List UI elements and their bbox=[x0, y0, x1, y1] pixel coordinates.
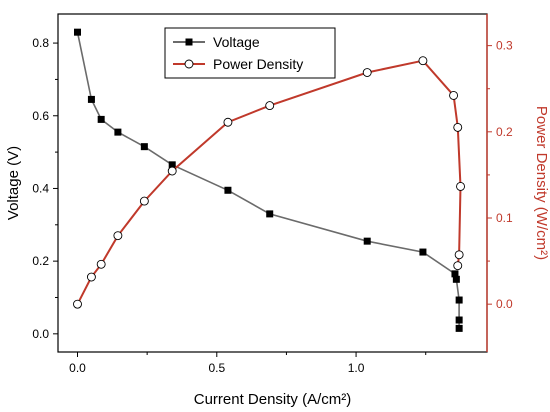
y-left-tick-label: 0.0 bbox=[32, 327, 49, 341]
power-density-point bbox=[139, 196, 149, 206]
voltage-point bbox=[451, 270, 459, 278]
y-left-tick-label: 0.8 bbox=[32, 36, 49, 50]
power-density-line bbox=[76, 59, 462, 305]
legend-label: Power Density bbox=[213, 56, 303, 72]
voltage-point bbox=[452, 275, 460, 283]
voltage-point bbox=[455, 316, 463, 324]
y-left-tick-label: 0.4 bbox=[32, 181, 49, 195]
power-density-point bbox=[456, 181, 465, 191]
power-density-point bbox=[223, 117, 233, 127]
voltage-point bbox=[363, 237, 371, 245]
voltage-point bbox=[419, 248, 427, 256]
y-left-tick-label: 0.2 bbox=[32, 254, 49, 268]
voltage-point bbox=[455, 324, 463, 332]
power-density-point bbox=[113, 231, 123, 241]
voltage-point bbox=[114, 128, 122, 136]
power-density-point bbox=[418, 56, 428, 66]
power-density-point bbox=[167, 166, 177, 176]
x-tick-label: 0.0 bbox=[69, 361, 86, 375]
power-density-point bbox=[453, 122, 463, 132]
power-density-point bbox=[96, 259, 106, 269]
voltage-point bbox=[97, 115, 105, 123]
voltage-point bbox=[224, 186, 232, 194]
y-axis-right-title: Power Density (W/cm²) bbox=[533, 106, 550, 260]
voltage-point bbox=[168, 161, 176, 169]
y-right-tick-label: 0.2 bbox=[496, 125, 513, 139]
power-density-point bbox=[265, 101, 275, 111]
power-density-point bbox=[454, 250, 464, 260]
voltage-point bbox=[87, 95, 95, 103]
x-axis-title: Current Density (A/cm²) bbox=[194, 391, 352, 408]
power-density-point bbox=[449, 90, 459, 100]
voltage-point bbox=[74, 28, 81, 36]
legend-label: Voltage bbox=[213, 34, 260, 50]
power-density-point bbox=[86, 272, 96, 282]
voltage-point bbox=[266, 210, 274, 218]
power-density-point bbox=[453, 261, 463, 271]
y-axis-left-title: Voltage (V) bbox=[5, 146, 22, 220]
voltage-point bbox=[140, 143, 148, 151]
y-right-tick-label: 0.0 bbox=[496, 297, 513, 311]
y-left-tick-label: 0.6 bbox=[32, 109, 49, 123]
y-right-tick-label: 0.3 bbox=[496, 39, 513, 53]
voltage-point bbox=[455, 296, 463, 304]
legend-box bbox=[164, 27, 336, 79]
power-density-point bbox=[362, 68, 372, 77]
legend-square-marker bbox=[185, 38, 193, 46]
power-density-point bbox=[73, 299, 82, 309]
x-tick-label: 1.0 bbox=[348, 361, 365, 375]
x-tick-label: 0.5 bbox=[208, 361, 225, 375]
legend-circle-marker bbox=[184, 59, 194, 69]
y-right-tick-label: 0.1 bbox=[496, 211, 513, 225]
